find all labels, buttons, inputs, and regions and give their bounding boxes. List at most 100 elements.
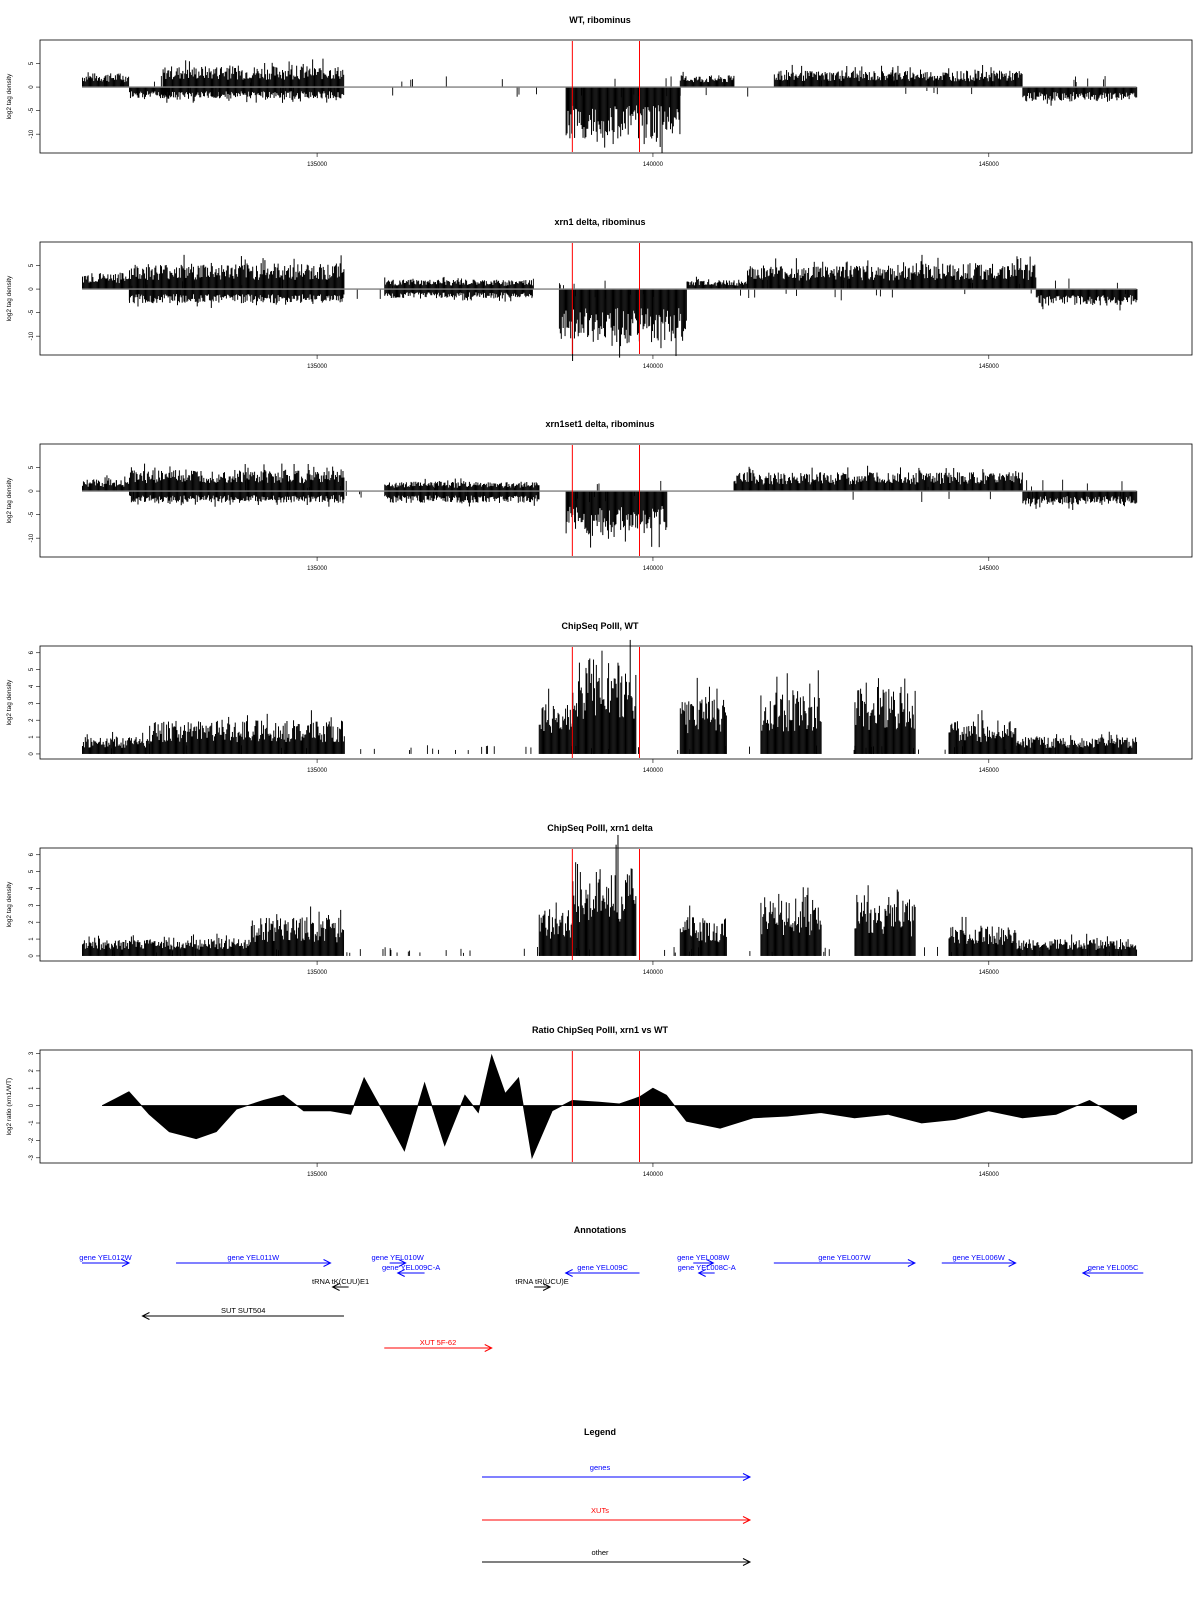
signal-bar — [784, 475, 786, 492]
signal-bar — [957, 78, 959, 88]
signal-bar — [822, 261, 824, 290]
signal-bar — [312, 278, 314, 290]
signal-bar — [700, 281, 702, 290]
signal-bar — [877, 76, 879, 88]
signal-bar — [113, 739, 115, 754]
signal-bar — [1031, 87, 1033, 101]
signal-bar — [95, 741, 97, 754]
signal-bar — [545, 704, 547, 754]
signal-bar — [204, 267, 206, 290]
signal-bar — [291, 491, 293, 497]
signal-bar — [852, 70, 854, 88]
signal-bar — [930, 72, 932, 88]
signal-bar — [176, 491, 178, 503]
signal-bar — [316, 71, 318, 88]
signal-bar — [1105, 745, 1106, 754]
signal-bar — [160, 75, 162, 88]
signal-bar — [881, 71, 883, 88]
signal-bar — [839, 75, 841, 88]
signal-bar — [155, 289, 157, 300]
signal-bar — [226, 265, 228, 290]
signal-bar — [223, 289, 225, 298]
signal-bar — [192, 474, 194, 492]
signal-bar — [834, 80, 836, 88]
signal-bar — [325, 289, 327, 301]
signal-bar — [445, 491, 447, 502]
signal-bar — [172, 79, 174, 88]
signal-bar — [1024, 87, 1026, 96]
signal-bar — [604, 280, 606, 290]
signal-bar — [928, 265, 930, 290]
signal-bar — [124, 82, 126, 88]
signal-bar — [999, 473, 1001, 492]
signal-bar — [201, 725, 203, 754]
signal-bar — [947, 272, 949, 290]
signal-bar — [506, 491, 508, 500]
signal-bar — [92, 277, 94, 290]
signal-bar — [988, 275, 990, 290]
signal-bar — [593, 659, 595, 754]
signal-bar — [566, 705, 568, 754]
signal-bar — [1079, 491, 1081, 502]
signal-bar — [1065, 745, 1067, 754]
signal-bar — [281, 278, 283, 290]
signal-bar — [324, 87, 326, 94]
signal-bar — [261, 491, 263, 497]
signal-bar — [573, 289, 575, 339]
signal-bar — [861, 693, 863, 754]
y-tick-label: 1 — [29, 735, 35, 739]
signal-bar — [760, 278, 762, 290]
signal-bar — [288, 61, 290, 88]
signal-bar — [181, 74, 183, 88]
signal-bar — [278, 737, 280, 754]
signal-bar — [323, 73, 325, 88]
signal-bar — [134, 289, 136, 298]
signal-bar — [286, 289, 288, 301]
signal-bar — [493, 483, 495, 492]
signal-bar — [159, 87, 161, 97]
signal-bar — [666, 87, 668, 130]
signal-bar — [1118, 87, 1120, 98]
signal-bar — [896, 79, 898, 88]
signal-bar — [694, 282, 696, 290]
signal-bar — [1122, 87, 1124, 95]
signal-bar — [780, 474, 782, 492]
signal-bar — [760, 479, 762, 492]
signal-bar — [428, 491, 430, 501]
signal-bar — [274, 75, 276, 88]
signal-bar — [480, 482, 482, 492]
signal-bar — [618, 491, 620, 510]
signal-bar — [161, 273, 163, 290]
signal-bar — [143, 87, 145, 95]
signal-bar — [238, 731, 240, 754]
signal-bar — [891, 483, 893, 492]
signal-bar — [825, 270, 827, 290]
signal-bar — [652, 289, 653, 332]
signal-bar — [269, 471, 271, 492]
signal-bar — [820, 267, 822, 290]
signal-bar — [342, 87, 344, 94]
signal-bar — [650, 289, 652, 317]
signal-bar — [1076, 746, 1078, 754]
signal-bar — [507, 289, 509, 296]
signal-bar — [909, 279, 911, 290]
signal-bar — [183, 254, 185, 290]
signal-bar — [1127, 289, 1129, 303]
signal-bar — [153, 479, 155, 492]
signal-bar — [208, 275, 210, 290]
signal-bar — [233, 491, 235, 500]
signal-bar — [430, 284, 432, 290]
signal-bar — [666, 491, 668, 528]
signal-bar — [334, 491, 336, 500]
signal-bar — [450, 485, 452, 492]
signal-bar — [160, 733, 162, 754]
signal-bar — [192, 491, 194, 498]
signal-bar — [1107, 289, 1109, 297]
signal-bar — [1096, 289, 1098, 298]
signal-bar — [918, 77, 920, 88]
signal-bar — [418, 280, 420, 290]
signal-bar — [156, 491, 158, 502]
signal-bar — [276, 67, 278, 88]
signal-bar — [1054, 87, 1056, 101]
signal-bar — [276, 480, 278, 492]
